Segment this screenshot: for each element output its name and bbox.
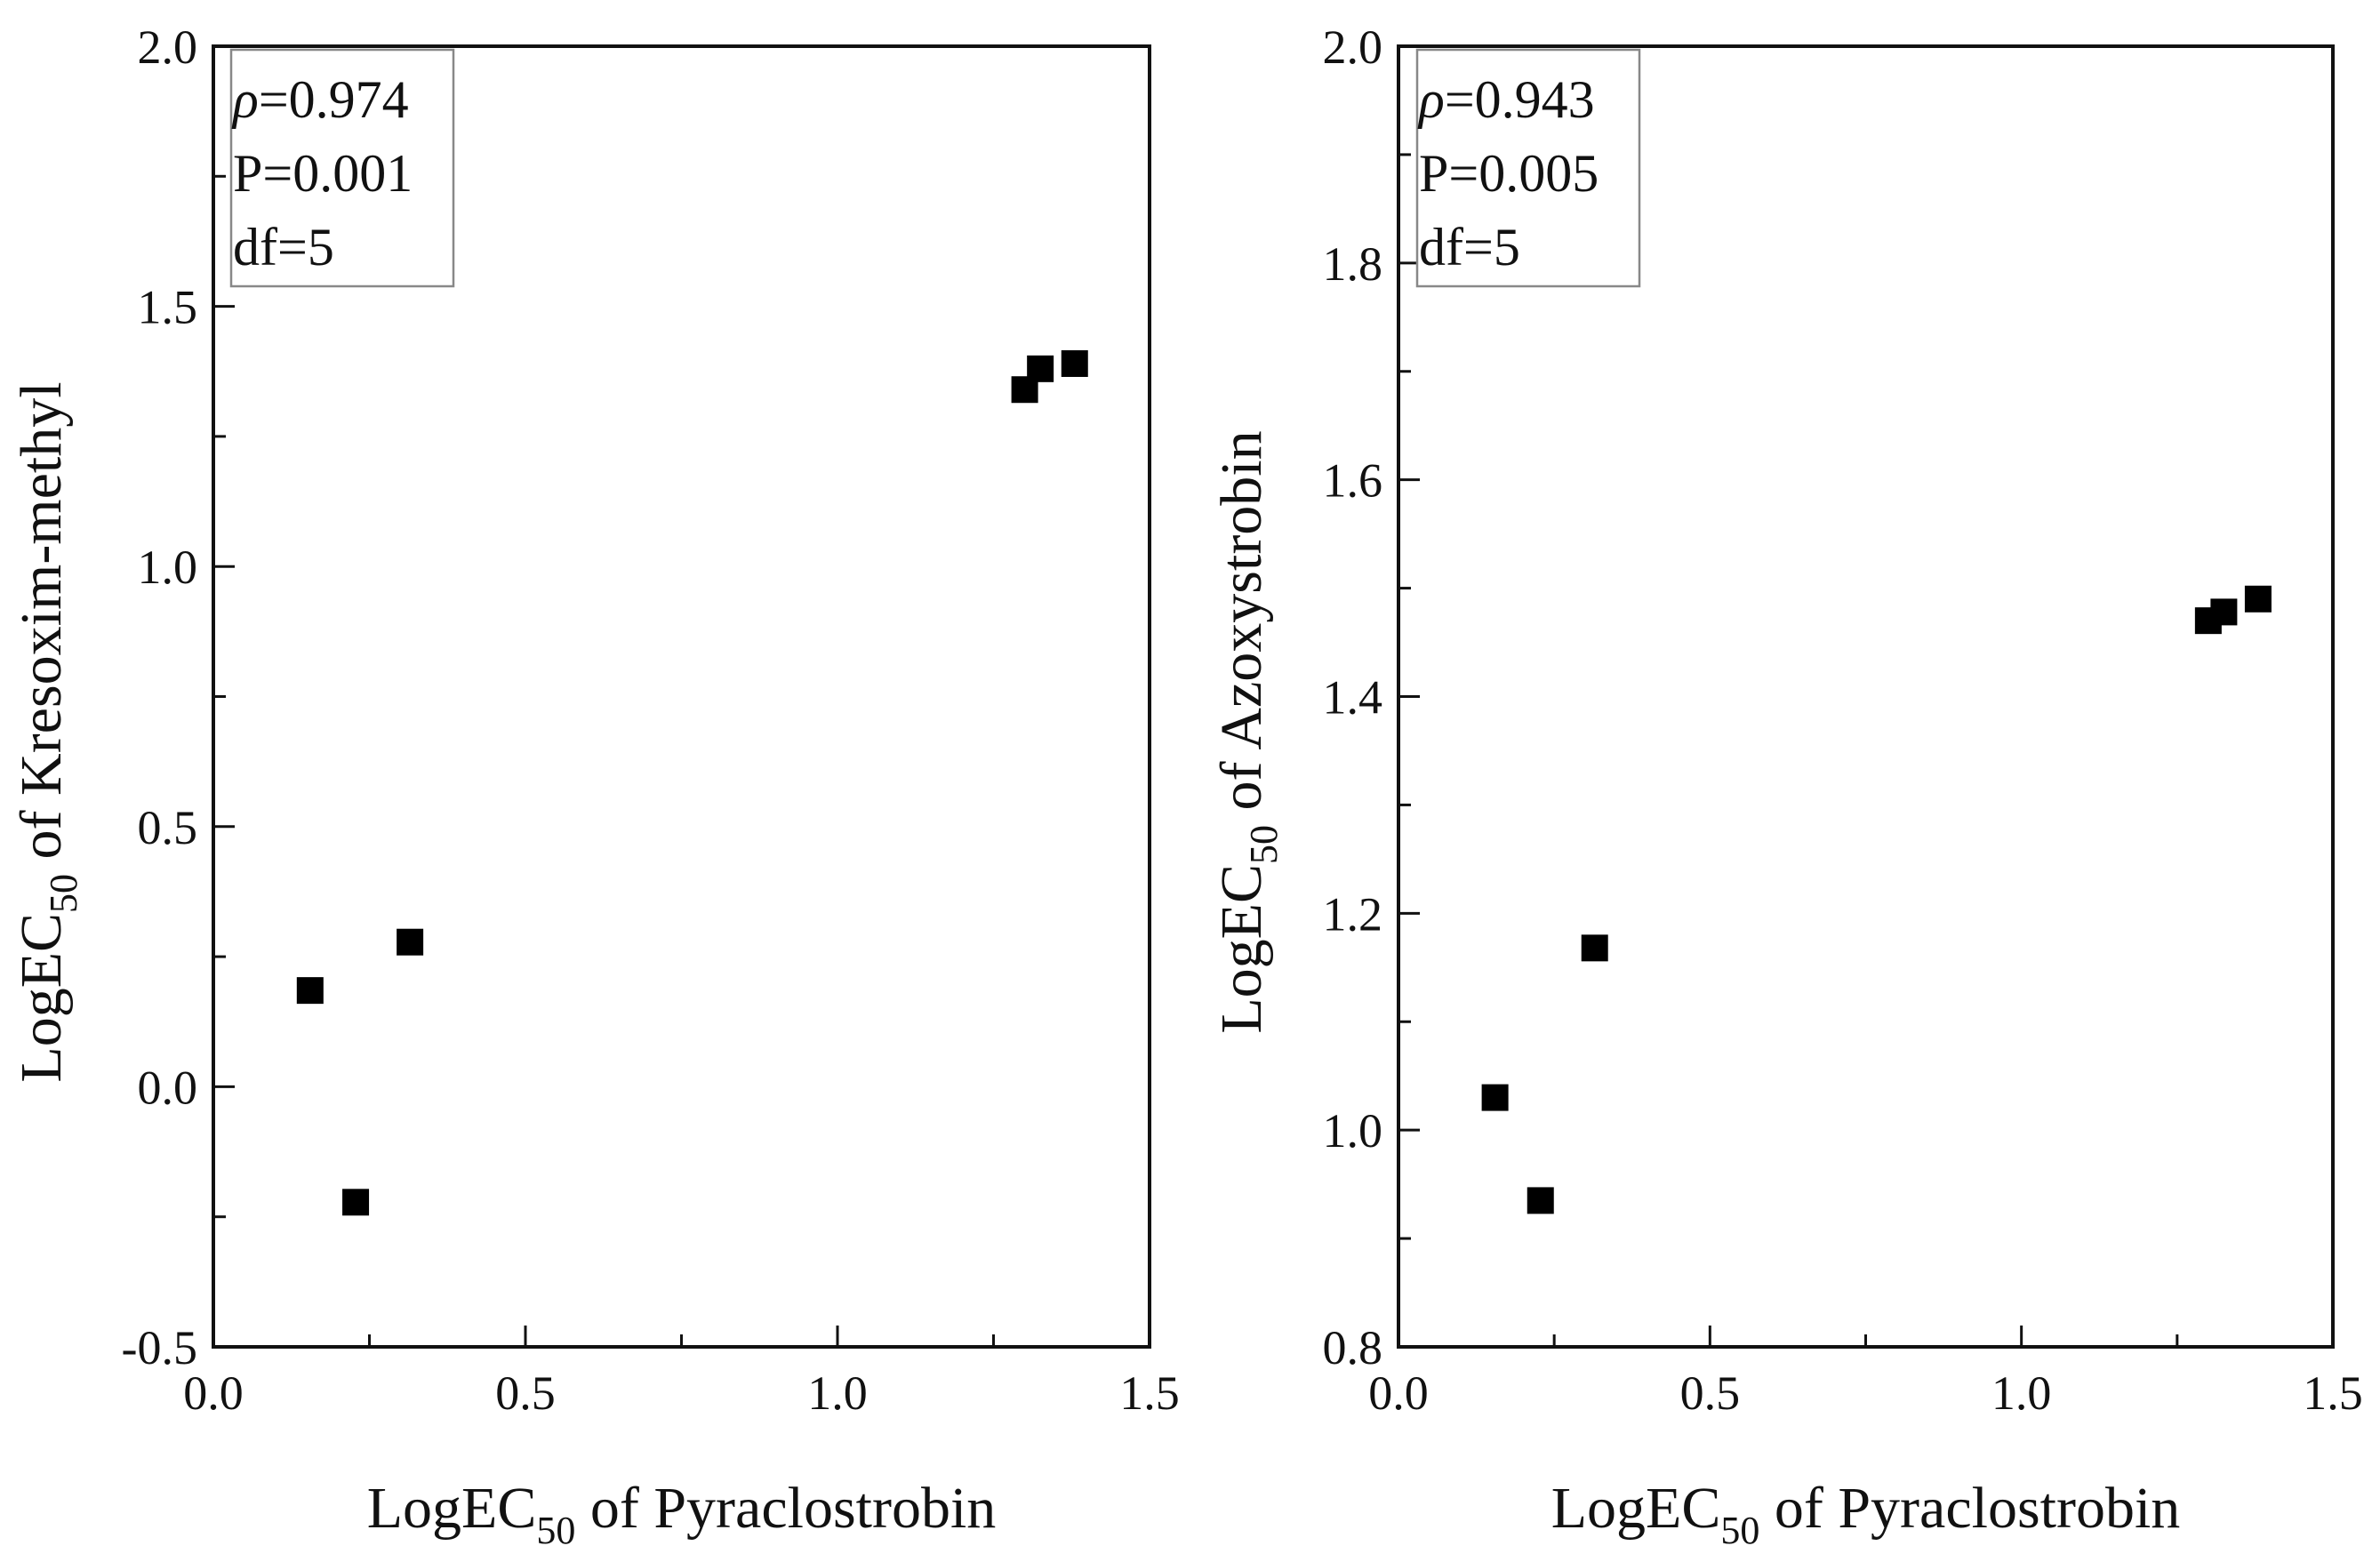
chart2-y-axis-label-main: LogEC <box>1209 864 1274 1034</box>
chart2-x-axis-label: LogEC50 of Pyraclostrobin <box>1551 1476 2181 1552</box>
chart2-x-axis-label-rest: of Pyraclostrobin <box>1759 1476 2180 1541</box>
chart1-data-point <box>397 928 424 956</box>
chart2-y-tick-label: 1.6 <box>1323 454 1383 508</box>
chart2-y-tick-label: 1.8 <box>1323 237 1383 291</box>
chart2-stat-rho-value: =0.943 <box>1445 70 1595 129</box>
chart2-data-point <box>1581 934 1608 962</box>
chart2-x-tick-label: 0.0 <box>1368 1366 1429 1420</box>
chart2-y-axis-label: LogEC50 of Azoxystrobin <box>1209 430 1286 1033</box>
chart2-stat-rho: ρ=0.943 <box>1417 70 1595 129</box>
chart1-x-tick-label: 0.0 <box>183 1366 244 1420</box>
chart1-x-axis-label-main: LogEC <box>367 1476 537 1541</box>
chart2-x-axis-label-sub: 50 <box>1720 1509 1759 1552</box>
chart2-data-point <box>2244 585 2272 613</box>
chart2-y-tick-label: 1.4 <box>1323 671 1383 725</box>
chart1-stat-rho-symbol: ρ <box>231 70 259 129</box>
chart2-x-tick-label: 1.5 <box>2303 1366 2363 1420</box>
chart1-y-tick-label: -0.5 <box>122 1321 197 1374</box>
chart1-y-tick-label: 2.0 <box>138 20 198 74</box>
chart2-data-point <box>2210 598 2238 626</box>
chart2-x-tick-label: 1.0 <box>1991 1366 2052 1420</box>
chart1-y-axis-label-main: LogEC <box>9 913 74 1083</box>
chart2-stat-rho-symbol: ρ <box>1417 70 1445 129</box>
chart1-stat-df: df=5 <box>233 218 334 276</box>
chart2-stat-p: P=0.005 <box>1419 144 1599 203</box>
chart2-y-tick-label: 0.8 <box>1323 1321 1383 1374</box>
chart2-stats-box <box>1415 48 1641 288</box>
chart2-data-point <box>1481 1084 1509 1111</box>
chart1-x-tick-label: 0.5 <box>495 1366 556 1420</box>
chart1-x-tick-label: 1.5 <box>1119 1366 1180 1420</box>
chart1-y-axis-label-rest: of Kresoxim-methyl <box>9 381 74 874</box>
chart1-y-tick-label: 0.5 <box>138 801 198 854</box>
chart1-y-axis-label: LogEC50 of Kresoxim-methyl <box>9 381 85 1082</box>
chart2-x-tick-label: 0.5 <box>1680 1366 1741 1420</box>
chart1-y-tick-label: 0.0 <box>138 1061 198 1114</box>
chart2-y-axis-label-rest: of Azoxystrobin <box>1209 430 1274 825</box>
chart1-stat-p: P=0.001 <box>233 144 413 203</box>
chart1-data-point <box>1061 349 1088 377</box>
chart1-data-point <box>342 1189 370 1216</box>
chart2-y-tick-label: 1.2 <box>1323 887 1383 941</box>
chart1-x-axis-label-rest: of Pyraclostrobin <box>575 1476 996 1541</box>
chart2-y-tick-label: 2.0 <box>1323 20 1383 74</box>
chart1-y-tick-label: 1.5 <box>138 281 198 334</box>
chart1-data-point <box>1027 355 1054 382</box>
chart2-stat-df: df=5 <box>1419 218 1520 276</box>
chart1-y-axis-label-sub: 50 <box>42 874 85 913</box>
chart2: 0.0 0.5 1.0 1.50.81.01.21.41.61.82.0LogEC50… <box>1209 20 2363 1552</box>
chart1-x-axis-label-sub: 50 <box>536 1509 575 1552</box>
chart1-x-tick-label: 1.0 <box>807 1366 868 1420</box>
chart1-stat-rho-value: =0.974 <box>259 70 409 129</box>
chart1-stat-rho: ρ=0.974 <box>231 70 409 129</box>
chart1-x-axis-label: LogEC50 of Pyraclostrobin <box>367 1476 997 1552</box>
chart2-data-point <box>1527 1187 1554 1214</box>
chart1-data-point <box>296 977 324 1005</box>
chart2-x-axis-label-main: LogEC <box>1551 1476 1721 1541</box>
chart2-y-axis-label-sub: 50 <box>1242 825 1286 864</box>
chart1-stats-box <box>229 48 455 288</box>
chart2-y-tick-label: 1.0 <box>1323 1104 1383 1157</box>
chart1-y-tick-label: 1.0 <box>138 541 198 594</box>
